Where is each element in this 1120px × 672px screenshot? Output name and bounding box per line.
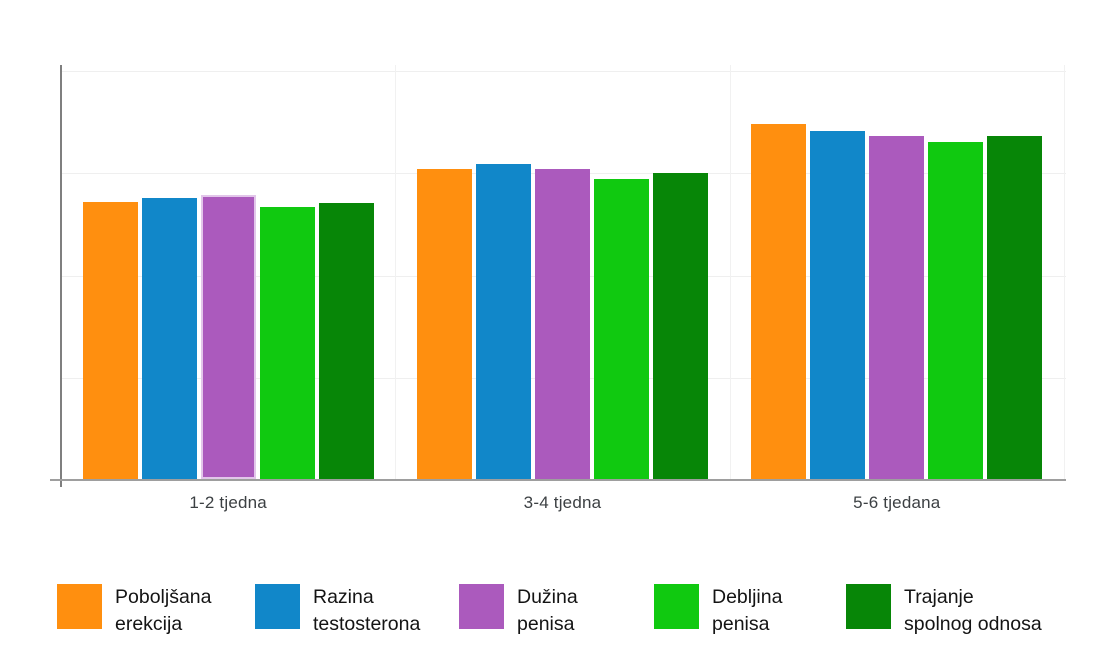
legend-item[interactable]: Razina testosterona [255,584,420,638]
legend-swatch [255,584,300,629]
y-axis-line [60,65,62,487]
v-gridline [395,65,397,480]
legend-label: Dužina penisa [517,586,578,635]
legend-item[interactable]: Trajanje spolnog odnosa [846,584,1042,638]
plot-area [50,65,1066,487]
legend-label: Debljina penisa [712,586,783,635]
legend-swatch [846,584,891,629]
bar[interactable] [417,168,472,479]
legend-swatch [459,584,504,629]
x-axis-line [50,479,1066,481]
bar[interactable] [987,136,1043,479]
bar[interactable] [653,173,708,479]
v-gridline [729,65,731,480]
legend-label: Poboljšana erekcija [115,586,212,635]
v-gridline [1064,65,1065,480]
legend-item[interactable]: Poboljšana erekcija [57,584,212,638]
bar[interactable] [928,141,984,479]
x-tick-label: 5-6 tjedana [853,493,941,512]
bar[interactable] [141,198,197,479]
legend-label: Razina testosterona [313,586,421,635]
legend-swatch [57,584,102,629]
bar[interactable] [476,164,531,479]
bar[interactable] [535,169,590,479]
x-tick-label: 3-4 tjedna [523,493,602,512]
bar[interactable] [82,202,138,479]
bar[interactable] [810,130,866,479]
h-gridline [61,71,1066,72]
legend-swatch [654,584,699,629]
bar[interactable] [318,202,374,479]
bar[interactable] [200,195,256,479]
x-tick-label: 1-2 tjedna [189,493,267,512]
legend-item[interactable]: Dužina penisa [459,584,578,638]
bar[interactable] [259,207,315,479]
bar[interactable] [869,136,925,479]
legend-item[interactable]: Debljina penisa [654,584,782,638]
bar[interactable] [751,123,807,479]
legend-label: Trajanje spolnog odnosa [904,586,1042,635]
x-axis-labels: 1-2 tjedna 3-4 tjedna 5-6 tjedana [189,493,941,512]
bar[interactable] [594,179,649,479]
